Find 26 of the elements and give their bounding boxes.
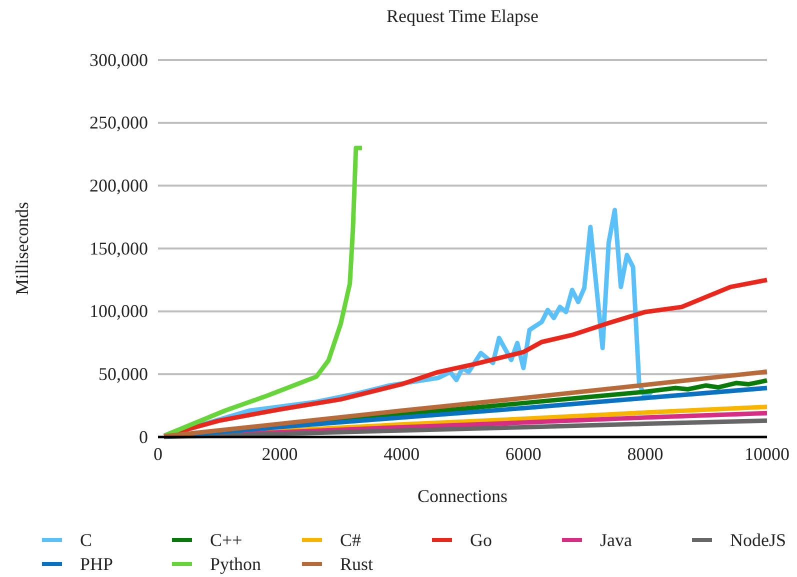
x-tick-label: 8000 xyxy=(627,444,664,464)
legend-label: Go xyxy=(470,530,492,550)
y-tick-label: 0 xyxy=(139,426,148,447)
y-tick-label: 200,000 xyxy=(90,175,148,196)
y-tick-label: 300,000 xyxy=(90,50,148,70)
x-tick-label: 0 xyxy=(154,444,162,464)
y-tick-label: 150,000 xyxy=(90,238,148,258)
chart-title: Request Time Elapse xyxy=(386,6,539,26)
line-series xyxy=(162,146,364,438)
x-tick-label: 2000 xyxy=(262,444,298,464)
legend-label: C++ xyxy=(210,530,242,550)
legend-label: Java xyxy=(600,530,632,550)
x-tick-label: 6000 xyxy=(505,444,542,464)
legend-label: C xyxy=(80,530,92,550)
legend-label: NodeJS xyxy=(730,530,786,550)
x-tick-label: 10000 xyxy=(744,444,790,464)
y-axis-title: Milliseconds xyxy=(12,202,32,295)
legend-label: PHP xyxy=(80,554,114,574)
y-tick-label: 250,000 xyxy=(90,112,148,133)
legend-label: Python xyxy=(210,554,262,574)
x-axis-title: Connections xyxy=(418,486,508,506)
y-tick-label: 100,000 xyxy=(90,301,148,322)
x-tick-label: 4000 xyxy=(384,444,420,464)
legend-label: Rust xyxy=(340,554,374,574)
y-tick-label: 50,000 xyxy=(98,364,148,384)
legend-label: C# xyxy=(340,530,362,550)
